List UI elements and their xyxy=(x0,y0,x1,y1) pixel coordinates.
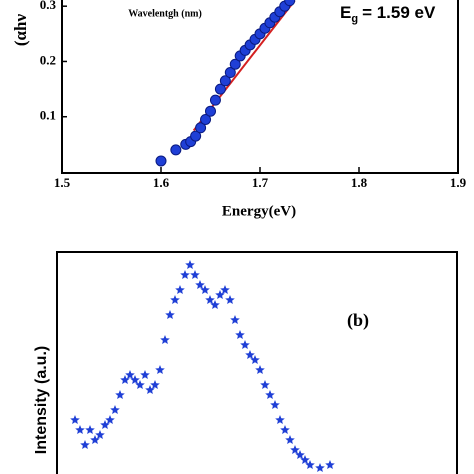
star-marker xyxy=(305,460,315,469)
star-marker xyxy=(125,370,135,379)
star-marker xyxy=(185,260,195,269)
x-axis-label: Energy(eV) xyxy=(222,203,296,219)
circle-marker xyxy=(200,113,212,125)
star-marker xyxy=(230,315,240,324)
star-marker xyxy=(180,270,190,279)
y-tick-label: 0.2 xyxy=(40,52,56,67)
x-tick-label: 1.6 xyxy=(153,175,170,190)
circle-marker xyxy=(170,144,182,156)
star-marker xyxy=(135,380,145,389)
star-marker xyxy=(245,350,255,359)
star-marker xyxy=(150,380,160,389)
star-marker xyxy=(260,380,270,389)
eg-symbol: E xyxy=(340,3,351,22)
star-marker xyxy=(90,435,100,444)
circle-marker xyxy=(205,105,216,117)
star-marker xyxy=(235,330,245,339)
circle-marker xyxy=(190,130,202,142)
eg-value: = 1.59 eV xyxy=(362,3,436,22)
star-marker xyxy=(315,463,325,472)
star-marker xyxy=(225,295,235,304)
star-marker xyxy=(190,270,200,279)
annotation: Wavelentgh (nm) xyxy=(128,8,202,19)
star-marker xyxy=(110,405,120,414)
star-marker xyxy=(100,420,110,429)
annotation: (b) xyxy=(347,310,369,331)
star-marker xyxy=(115,390,125,399)
star-marker xyxy=(170,295,180,304)
circle-marker xyxy=(224,67,236,79)
x-tick-label: 1.5 xyxy=(54,175,71,190)
star-marker xyxy=(325,460,335,469)
circle-marker xyxy=(195,122,207,134)
star-marker xyxy=(165,310,175,319)
star-marker xyxy=(80,440,90,449)
star-marker xyxy=(285,435,295,444)
star-marker xyxy=(140,370,150,379)
y-tick-label: 0.3 xyxy=(40,0,57,12)
eg-subscript: g xyxy=(351,13,358,25)
star-marker xyxy=(300,455,310,464)
star-marker xyxy=(145,385,155,394)
star-marker xyxy=(210,300,220,309)
star-marker xyxy=(175,285,185,294)
star-marker xyxy=(200,285,210,294)
circle-marker xyxy=(229,58,241,70)
circle-marker xyxy=(284,0,296,7)
plot-frame xyxy=(56,251,458,474)
star-marker xyxy=(295,450,305,459)
star-marker xyxy=(75,425,85,434)
star-marker xyxy=(155,365,165,374)
star-marker xyxy=(255,365,265,374)
star-marker xyxy=(85,425,95,434)
circle-marker xyxy=(214,83,226,95)
star-marker xyxy=(250,355,260,364)
plot-frame xyxy=(61,0,459,174)
x-tick-label: 1.7 xyxy=(252,175,269,190)
circle-marker xyxy=(219,75,231,87)
star-marker xyxy=(290,445,300,454)
y-axis-label: Intensity (a.u.) xyxy=(33,346,50,454)
star-marker xyxy=(205,295,215,304)
x-tick-label: 1.8 xyxy=(351,175,368,190)
star-marker xyxy=(220,285,230,294)
eg-label: Eg = 1.59 eV xyxy=(340,3,436,24)
star-marker xyxy=(275,415,285,424)
star-marker xyxy=(70,415,80,424)
x-tick-label: 1.9 xyxy=(450,175,467,190)
star-marker xyxy=(240,340,250,349)
star-marker xyxy=(280,425,290,434)
star-marker xyxy=(130,375,140,384)
star-marker xyxy=(195,280,205,289)
star-marker xyxy=(105,415,115,424)
circle-marker xyxy=(155,155,167,167)
star-marker xyxy=(265,390,275,399)
star-marker xyxy=(270,400,280,409)
star-marker xyxy=(120,375,130,384)
star-marker xyxy=(160,335,170,344)
star-marker xyxy=(95,430,105,439)
circle-marker xyxy=(209,94,221,106)
y-tick-label: 0.1 xyxy=(40,108,56,123)
y-axis-label: (αhν xyxy=(11,13,30,46)
star-marker xyxy=(215,290,225,299)
